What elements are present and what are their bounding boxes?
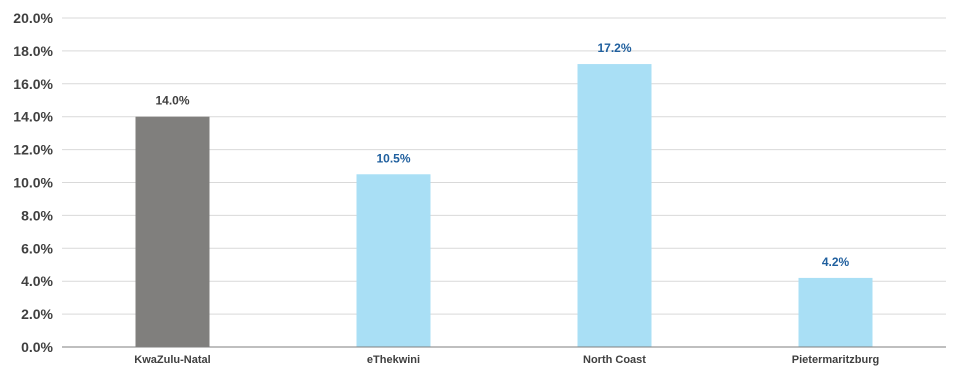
data-labels: 14.0% 10.5% 17.2% 4.2%	[155, 41, 849, 269]
y-tick-label: 10.0%	[13, 175, 53, 191]
bar	[577, 64, 652, 347]
bar	[356, 174, 431, 347]
y-tick-label: 20.0%	[13, 10, 53, 26]
x-tick-label: KwaZulu-Natal	[134, 354, 210, 366]
x-tick-label: Pietermaritzburg	[792, 354, 879, 366]
x-tick-label: North Coast	[583, 354, 646, 366]
data-label: 4.2%	[822, 255, 850, 269]
bar	[135, 116, 210, 347]
y-tick-label: 4.0%	[21, 273, 53, 289]
y-tick-label: 6.0%	[21, 240, 53, 256]
data-label: 17.2%	[597, 41, 631, 55]
y-tick-label: 2.0%	[21, 306, 53, 322]
y-tick-label: 18.0%	[13, 43, 53, 59]
bar	[798, 277, 873, 347]
x-axis: KwaZulu-Natal eThekwini North Coast Pieterm…	[62, 346, 946, 366]
data-label: 10.5%	[376, 151, 410, 165]
y-tick-label: 12.0%	[13, 142, 53, 158]
y-tick-label: 8.0%	[21, 207, 53, 223]
y-axis: 0.0% 2.0% 4.0% 6.0% 8.0% 10.0% 12.0% 14.0% 16.0%…	[13, 10, 53, 355]
x-tick-label: eThekwini	[367, 354, 420, 366]
y-tick-label: 16.0%	[13, 76, 53, 92]
bars	[135, 64, 873, 347]
y-tick-label: 14.0%	[13, 109, 53, 125]
y-tick-label: 0.0%	[21, 339, 53, 355]
data-label: 14.0%	[155, 94, 189, 108]
